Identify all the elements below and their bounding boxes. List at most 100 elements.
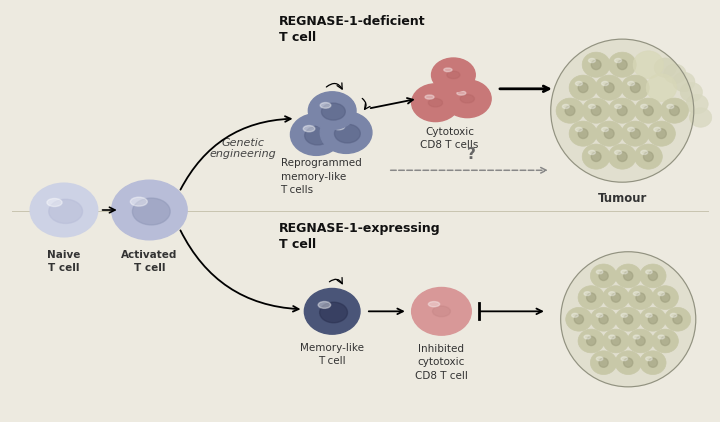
Ellipse shape [318, 301, 330, 308]
Ellipse shape [646, 357, 652, 361]
Ellipse shape [654, 127, 661, 132]
Ellipse shape [652, 286, 678, 309]
Ellipse shape [578, 329, 604, 353]
Circle shape [575, 315, 583, 324]
Ellipse shape [320, 112, 372, 153]
Ellipse shape [615, 58, 621, 62]
Ellipse shape [634, 98, 662, 123]
Ellipse shape [460, 95, 474, 103]
Ellipse shape [112, 180, 187, 240]
Ellipse shape [290, 114, 342, 155]
Circle shape [599, 358, 608, 367]
Ellipse shape [584, 292, 590, 295]
Circle shape [670, 106, 680, 116]
Ellipse shape [305, 289, 360, 334]
Ellipse shape [303, 125, 315, 132]
Ellipse shape [588, 104, 595, 108]
Ellipse shape [596, 314, 603, 317]
Ellipse shape [654, 58, 676, 78]
Ellipse shape [621, 75, 649, 100]
Circle shape [660, 293, 670, 302]
Circle shape [591, 152, 601, 162]
Text: Activated
T cell: Activated T cell [121, 250, 178, 273]
Ellipse shape [584, 335, 590, 339]
Ellipse shape [634, 292, 640, 295]
Ellipse shape [646, 74, 677, 102]
Text: Naive
T cell: Naive T cell [48, 250, 81, 273]
Circle shape [648, 358, 657, 367]
Circle shape [611, 293, 621, 302]
Ellipse shape [670, 314, 677, 317]
Ellipse shape [596, 357, 603, 361]
Ellipse shape [321, 103, 346, 120]
Ellipse shape [686, 95, 708, 114]
Ellipse shape [627, 329, 654, 353]
Ellipse shape [621, 314, 628, 317]
Circle shape [644, 106, 653, 116]
Circle shape [604, 83, 614, 92]
Ellipse shape [596, 270, 603, 274]
Ellipse shape [590, 351, 617, 375]
Ellipse shape [569, 75, 597, 100]
Circle shape [644, 152, 653, 162]
Circle shape [631, 129, 640, 138]
Ellipse shape [608, 292, 615, 295]
Ellipse shape [569, 121, 597, 146]
Ellipse shape [335, 124, 360, 143]
Ellipse shape [601, 81, 608, 86]
Ellipse shape [633, 51, 664, 78]
Ellipse shape [333, 124, 345, 130]
Circle shape [591, 106, 601, 116]
Circle shape [599, 271, 608, 281]
Circle shape [624, 315, 633, 324]
Ellipse shape [308, 92, 356, 130]
Ellipse shape [595, 121, 623, 146]
Ellipse shape [566, 308, 592, 331]
Ellipse shape [305, 126, 330, 145]
Ellipse shape [562, 104, 570, 108]
Ellipse shape [456, 91, 466, 95]
Ellipse shape [639, 351, 666, 375]
Ellipse shape [652, 329, 678, 353]
Text: ?: ? [467, 147, 476, 162]
Ellipse shape [680, 82, 703, 102]
Ellipse shape [667, 104, 674, 108]
Circle shape [561, 252, 696, 387]
Ellipse shape [412, 287, 472, 335]
Ellipse shape [664, 64, 686, 84]
Circle shape [636, 293, 645, 302]
Ellipse shape [588, 150, 595, 154]
Ellipse shape [634, 144, 662, 169]
Ellipse shape [433, 306, 451, 316]
Circle shape [578, 129, 588, 138]
Circle shape [631, 83, 640, 92]
Ellipse shape [690, 108, 712, 127]
Text: REGNASE-1-expressing
T cell: REGNASE-1-expressing T cell [279, 222, 440, 251]
Text: Cytotoxic
CD8 T cells: Cytotoxic CD8 T cells [420, 127, 479, 150]
Text: Reprogrammed
memory-like
T cells: Reprogrammed memory-like T cells [281, 158, 361, 195]
Text: Memory-like
T cell: Memory-like T cell [300, 343, 364, 366]
Ellipse shape [615, 308, 642, 331]
Ellipse shape [556, 98, 584, 123]
Circle shape [578, 83, 588, 92]
Ellipse shape [641, 104, 648, 108]
Ellipse shape [582, 98, 610, 123]
Text: REGNASE-1-deficient
T cell: REGNASE-1-deficient T cell [279, 15, 426, 44]
Ellipse shape [130, 197, 148, 206]
Text: Genetic
engineering: Genetic engineering [210, 138, 276, 159]
Ellipse shape [47, 198, 62, 206]
Ellipse shape [49, 199, 83, 223]
Circle shape [657, 129, 666, 138]
Ellipse shape [665, 308, 690, 331]
Circle shape [565, 106, 575, 116]
Ellipse shape [615, 351, 642, 375]
Ellipse shape [658, 292, 665, 295]
Ellipse shape [595, 75, 623, 100]
Circle shape [617, 106, 627, 116]
Circle shape [617, 60, 627, 70]
Ellipse shape [608, 335, 615, 339]
Ellipse shape [132, 198, 170, 225]
Circle shape [673, 315, 682, 324]
Text: Tumour: Tumour [598, 192, 647, 205]
Ellipse shape [412, 84, 459, 122]
